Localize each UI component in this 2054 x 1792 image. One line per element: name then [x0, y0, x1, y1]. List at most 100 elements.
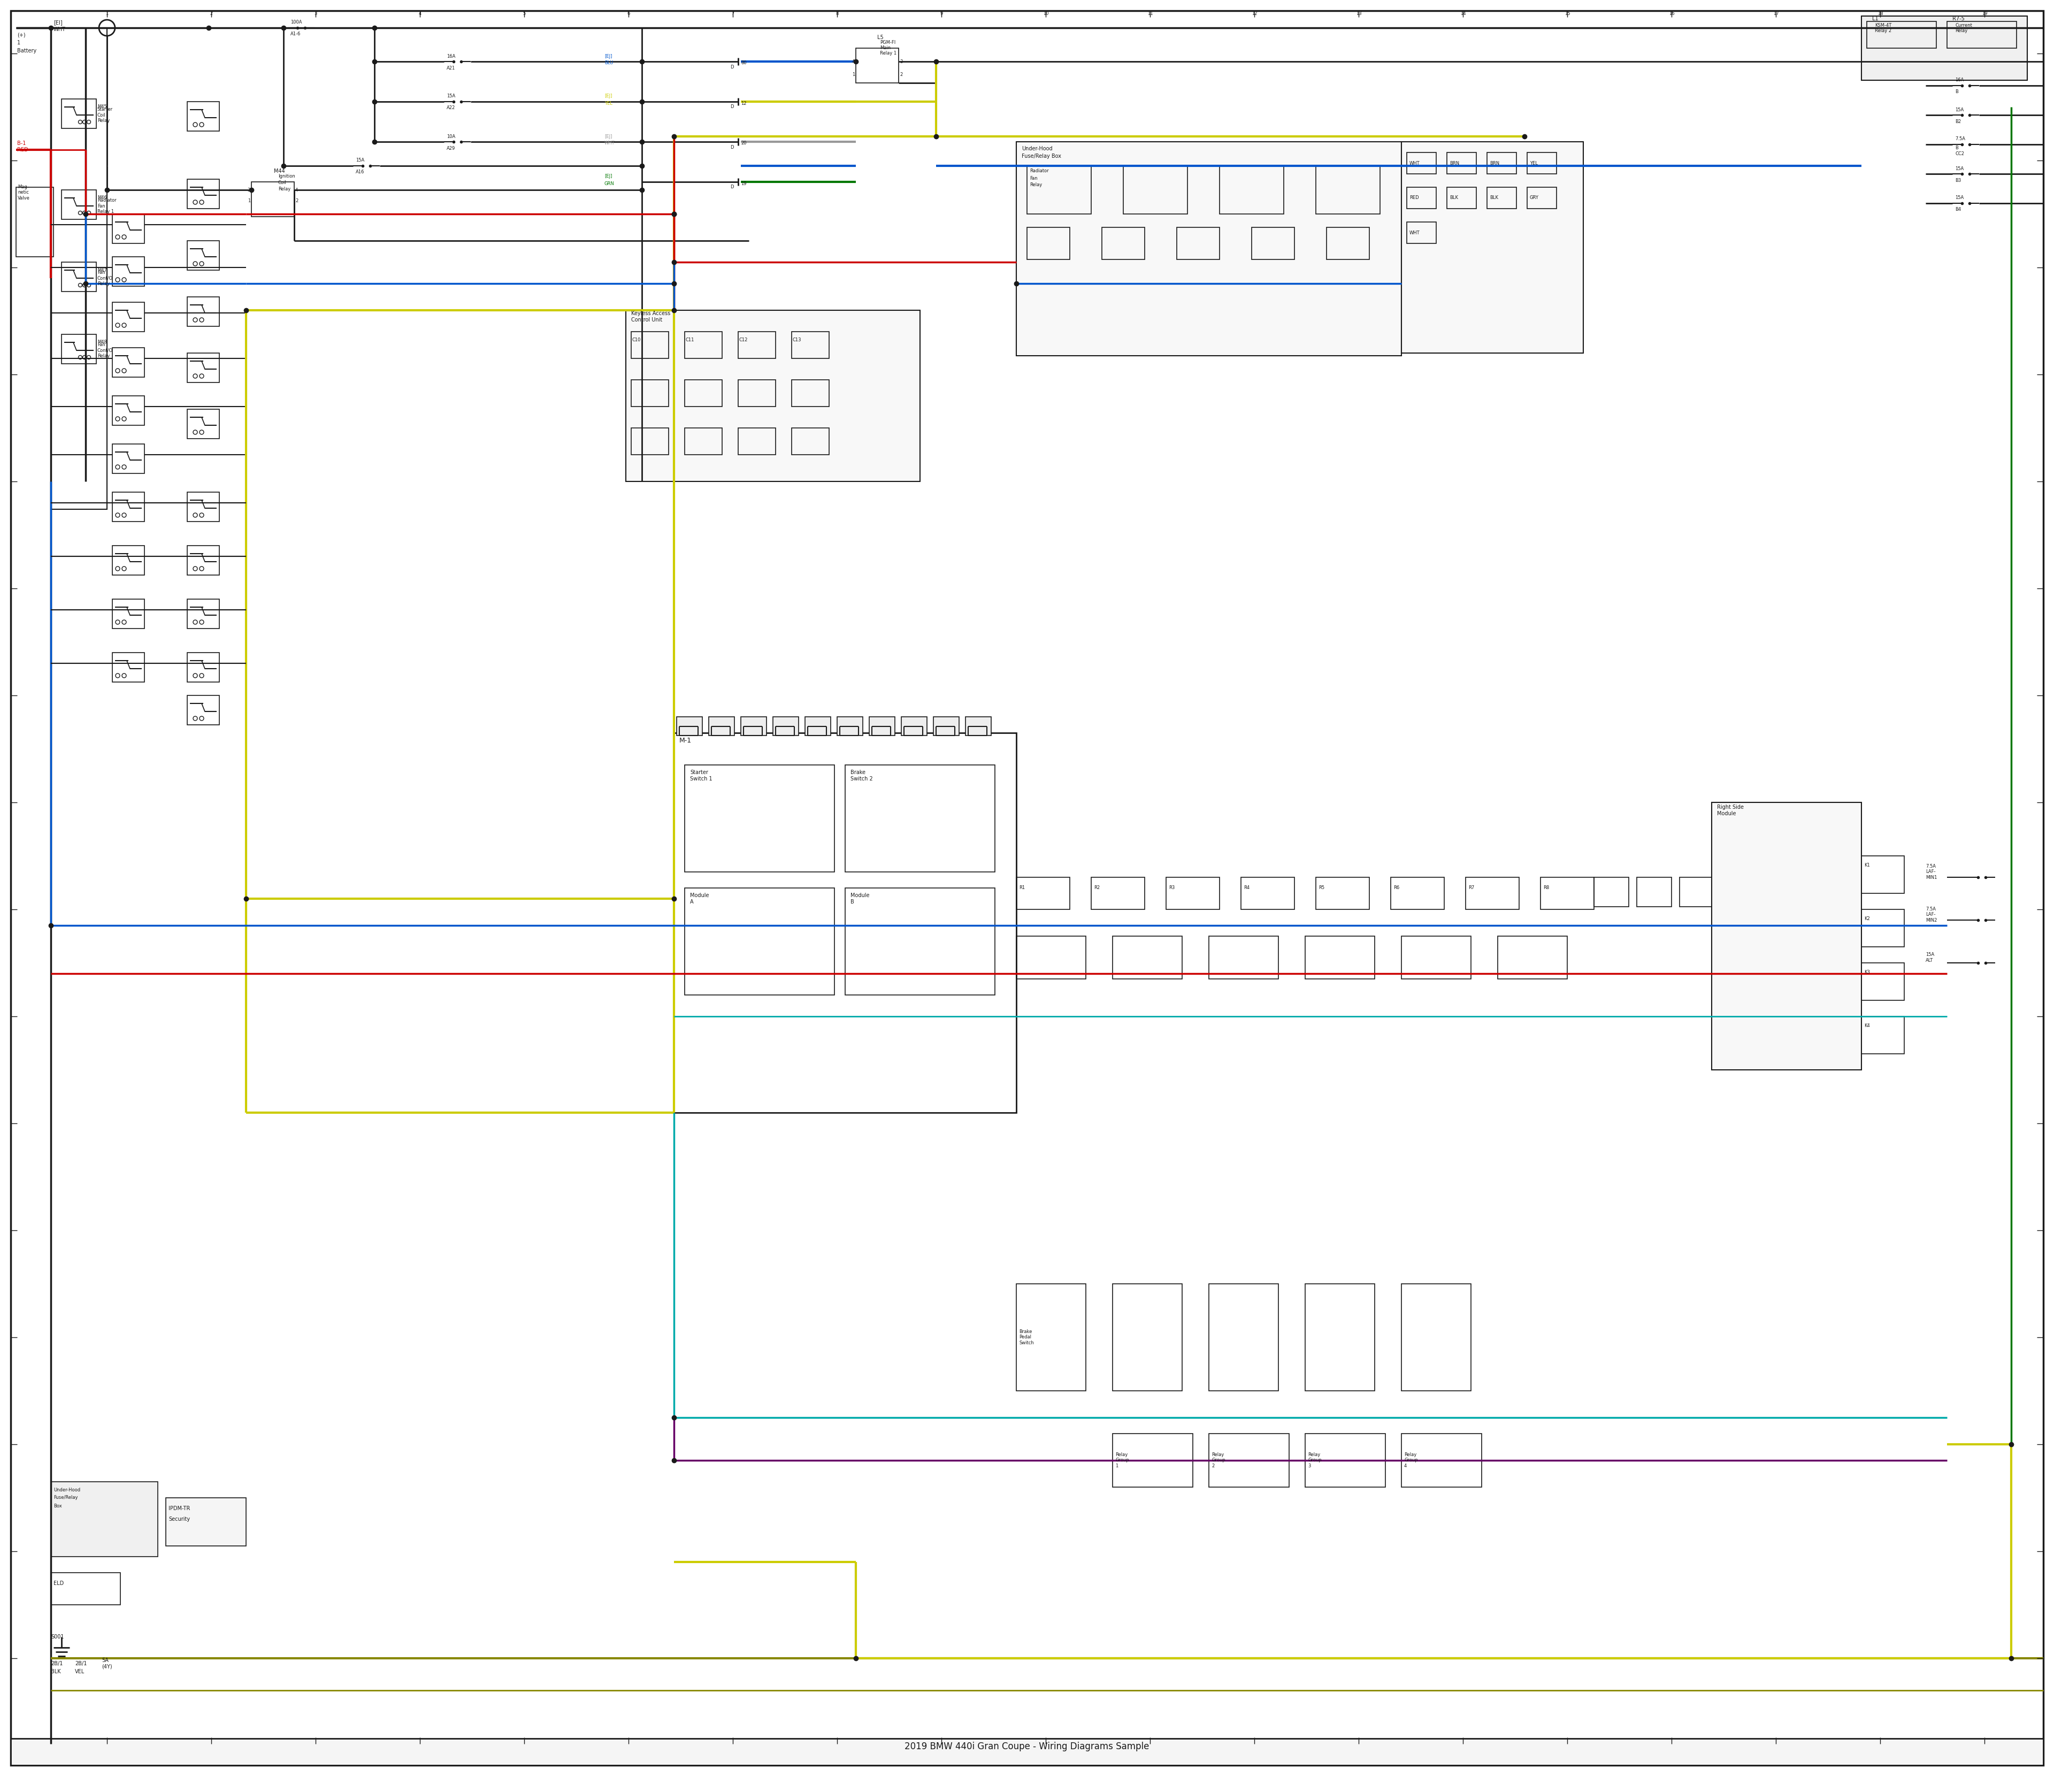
- Text: 4: 4: [852, 59, 854, 65]
- Text: [EJ]: [EJ]: [604, 54, 612, 59]
- Text: 13: 13: [1356, 11, 1362, 16]
- Bar: [187, 409, 220, 439]
- Text: Relay
Group
2: Relay Group 2: [1212, 1452, 1226, 1468]
- Bar: [844, 765, 994, 873]
- Bar: [113, 599, 144, 629]
- Bar: [1754, 962, 1789, 993]
- Text: 19: 19: [1982, 11, 1988, 16]
- Text: 8: 8: [836, 11, 838, 16]
- Bar: [62, 99, 97, 129]
- Bar: [1317, 878, 1370, 909]
- Text: C13: C13: [793, 337, 801, 342]
- Bar: [1446, 152, 1477, 174]
- Text: BLK: BLK: [1450, 195, 1458, 201]
- Text: [EI]: [EI]: [53, 20, 62, 25]
- Bar: [1027, 167, 1091, 213]
- Text: K4: K4: [1865, 1023, 1869, 1029]
- Text: Relay: Relay: [277, 186, 290, 192]
- Text: Main: Main: [879, 47, 891, 50]
- Bar: [791, 428, 830, 455]
- Bar: [1711, 803, 1861, 1070]
- Bar: [684, 889, 834, 995]
- Bar: [1177, 228, 1220, 260]
- Text: RED: RED: [1409, 195, 1419, 201]
- Bar: [1091, 878, 1144, 909]
- Bar: [1101, 228, 1144, 260]
- Text: Relay: Relay: [1029, 183, 1041, 188]
- Bar: [187, 652, 220, 683]
- Bar: [676, 717, 702, 735]
- Bar: [674, 733, 1017, 1113]
- Bar: [187, 102, 220, 131]
- Text: 20: 20: [741, 142, 746, 145]
- Text: 3: 3: [314, 11, 316, 16]
- Bar: [626, 310, 920, 482]
- Bar: [10, 1738, 2044, 1765]
- Text: 10A: 10A: [446, 134, 456, 138]
- Bar: [791, 332, 830, 358]
- Text: R6: R6: [1393, 885, 1399, 891]
- Text: 15: 15: [1565, 11, 1569, 16]
- Text: Starter
Coil
Relay: Starter Coil Relay: [97, 108, 113, 124]
- Bar: [838, 717, 863, 735]
- Text: 2: 2: [210, 11, 214, 16]
- Text: R1: R1: [1019, 885, 1025, 891]
- Text: M48: M48: [97, 340, 107, 344]
- Text: BRN: BRN: [1489, 161, 1499, 165]
- Text: M45: M45: [97, 104, 107, 109]
- Text: L5: L5: [877, 34, 883, 39]
- Bar: [737, 380, 776, 407]
- Text: RED: RED: [16, 147, 29, 152]
- Bar: [1124, 167, 1187, 213]
- Text: Mag-
netic
Valve: Mag- netic Valve: [18, 185, 31, 201]
- Bar: [113, 444, 144, 473]
- Text: 16A: 16A: [1955, 77, 1964, 82]
- Bar: [187, 695, 220, 724]
- Text: GRY: GRY: [1530, 195, 1538, 201]
- Text: 1: 1: [852, 72, 854, 77]
- Bar: [51, 1482, 158, 1557]
- Text: Brake
Pedal
Switch: Brake Pedal Switch: [1019, 1330, 1033, 1346]
- Bar: [1113, 935, 1183, 978]
- Bar: [1861, 857, 1904, 894]
- Text: 7.5A
LAF-
MIN2: 7.5A LAF- MIN2: [1927, 907, 1937, 923]
- Text: Right Side
Module: Right Side Module: [1717, 805, 1744, 815]
- Bar: [113, 348, 144, 376]
- Text: A22: A22: [446, 106, 456, 111]
- Text: BLK: BLK: [1489, 195, 1497, 201]
- Bar: [1391, 878, 1444, 909]
- Text: R7: R7: [1469, 885, 1475, 891]
- Text: KSM-4T: KSM-4T: [1875, 23, 1892, 27]
- Bar: [1317, 167, 1380, 213]
- Text: 3: 3: [900, 59, 902, 65]
- Bar: [187, 297, 220, 326]
- Bar: [187, 353, 220, 382]
- Text: M-1: M-1: [680, 737, 692, 744]
- Text: Fan
Cont/O
Relay: Fan Cont/O Relay: [97, 342, 113, 358]
- Text: 7.5A: 7.5A: [1955, 136, 1966, 142]
- Bar: [187, 179, 220, 208]
- Text: L1: L1: [1871, 16, 1877, 22]
- Text: Radiator
Fan
Relay 1: Radiator Fan Relay 1: [97, 197, 117, 213]
- Text: 2: 2: [296, 199, 298, 202]
- Text: S001: S001: [51, 1634, 64, 1640]
- Bar: [737, 332, 776, 358]
- Text: Under-Hood: Under-Hood: [53, 1487, 80, 1493]
- Bar: [1027, 228, 1070, 260]
- Text: 9: 9: [941, 11, 943, 16]
- Text: Module
B: Module B: [850, 892, 869, 905]
- Bar: [1251, 228, 1294, 260]
- Bar: [1113, 1283, 1183, 1391]
- Text: [EJ]: [EJ]: [604, 174, 612, 179]
- Text: Starter
Switch 1: Starter Switch 1: [690, 771, 713, 781]
- Bar: [631, 428, 670, 455]
- Bar: [857, 48, 900, 82]
- Text: 4: 4: [419, 11, 421, 16]
- Text: ELD: ELD: [53, 1581, 64, 1586]
- Text: Relay
Group
3: Relay Group 3: [1308, 1452, 1321, 1468]
- Text: K2: K2: [1865, 916, 1869, 921]
- Bar: [1017, 878, 1070, 909]
- Bar: [251, 181, 294, 217]
- Bar: [1304, 1434, 1384, 1487]
- Text: Box: Box: [53, 1503, 62, 1509]
